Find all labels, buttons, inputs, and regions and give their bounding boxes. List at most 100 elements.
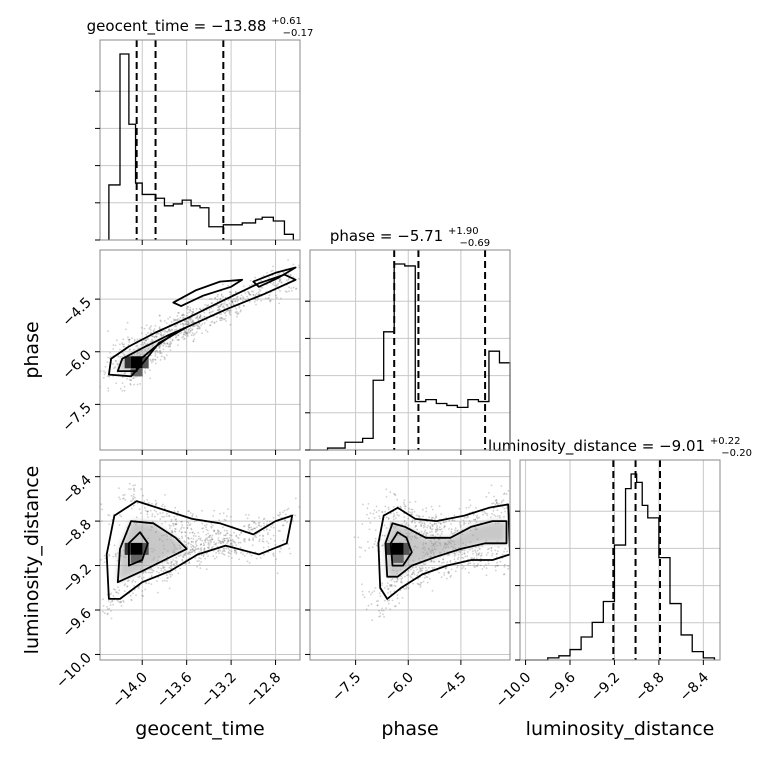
scatter-point [412, 566, 414, 569]
scatter-point [379, 615, 382, 617]
scatter-point [172, 524, 175, 527]
scatter-point [269, 538, 272, 540]
scatter-point [127, 336, 129, 338]
scatter-point [189, 309, 192, 311]
scatter-point [156, 570, 158, 573]
scatter-point [357, 536, 360, 539]
scatter-point [449, 561, 452, 563]
scatter-point [477, 553, 480, 556]
scatter-point [147, 332, 150, 334]
scatter-point [211, 302, 214, 305]
scatter-point [114, 344, 117, 347]
scatter-point [203, 548, 206, 550]
scatter-point [485, 554, 488, 556]
scatter-point [235, 312, 238, 315]
scatter-point [379, 517, 381, 520]
scatter-point [146, 510, 149, 513]
xlabel-luminosity-distance: luminosity_distance [526, 718, 715, 740]
scatter-point [478, 516, 480, 519]
scatter-point [377, 600, 380, 602]
scatter-point [183, 540, 186, 543]
scatter-point [183, 323, 186, 326]
scatter-point [278, 514, 281, 517]
scatter-point [272, 552, 275, 555]
scatter-point [236, 311, 238, 313]
scatter-point [186, 526, 189, 529]
scatter-point [205, 304, 208, 307]
scatter-point [107, 514, 109, 516]
scatter-point [147, 338, 149, 341]
scatter-point [456, 529, 459, 532]
scatter-point [215, 320, 218, 323]
scatter-point [368, 547, 370, 549]
scatter-point [144, 370, 146, 373]
scatter-point [202, 531, 205, 533]
scatter-point [237, 299, 240, 302]
scatter-point [441, 561, 443, 564]
scatter-point [239, 297, 242, 300]
scatter-point [135, 516, 138, 519]
scatter-point [242, 297, 245, 300]
scatter-point [440, 528, 443, 530]
scatter-point [404, 505, 407, 508]
scatter-point [186, 331, 189, 334]
scatter-point [219, 319, 222, 322]
scatter-point [158, 346, 161, 349]
scatter-point [166, 559, 169, 562]
scatter-point [154, 362, 157, 365]
scatter-point [462, 519, 465, 522]
scatter-point [212, 515, 215, 517]
scatter-point [215, 556, 218, 558]
scatter-point [388, 599, 391, 602]
scatter-point [421, 508, 424, 511]
scatter-point [202, 542, 205, 545]
scatter-point [173, 318, 175, 321]
scatter-point [192, 325, 195, 327]
scatter-point [192, 340, 195, 342]
scatter-point [425, 507, 428, 510]
scatter-point [210, 302, 213, 305]
scatter-point [414, 526, 416, 528]
scatter-point [510, 564, 512, 566]
scatter-point [250, 554, 253, 557]
scatter-point [252, 520, 255, 523]
scatter-point [422, 526, 425, 529]
scatter-point [248, 293, 251, 295]
scatter-point [90, 389, 92, 391]
scatter-point [190, 537, 193, 540]
scatter-point [155, 502, 158, 505]
scatter-point [226, 529, 228, 532]
scatter-point [411, 513, 413, 516]
scatter-point [222, 540, 224, 543]
scatter-point [189, 329, 192, 332]
scatter-point [378, 592, 381, 595]
scatter-point [290, 274, 292, 276]
scatter-point [240, 532, 243, 534]
scatter-point [126, 585, 128, 588]
scatter-point [98, 626, 100, 628]
scatter-point [136, 344, 139, 347]
scatter-point [218, 308, 221, 311]
scatter-point [189, 330, 192, 332]
scatter-point [385, 527, 388, 529]
scatter-point [511, 494, 513, 496]
scatter-point [91, 607, 93, 609]
scatter-point [276, 273, 279, 276]
scatter-point [175, 319, 178, 321]
scatter-point [226, 304, 228, 306]
scatter-point [413, 519, 416, 522]
scatter-point [95, 613, 97, 615]
scatter-point [435, 529, 437, 531]
scatter-point [492, 507, 495, 510]
scatter-point [228, 311, 231, 314]
scatter-point [150, 361, 153, 364]
scatter-point [426, 581, 429, 584]
scatter-point [290, 287, 293, 289]
scatter-point [402, 501, 405, 504]
scatter-point [183, 331, 186, 334]
scatter-point [248, 539, 251, 542]
scatter-point [215, 532, 217, 535]
scatter-point [131, 337, 133, 339]
scatter-point [118, 589, 121, 592]
ylabel-luminosity-distance: luminosity_distance [21, 466, 43, 655]
